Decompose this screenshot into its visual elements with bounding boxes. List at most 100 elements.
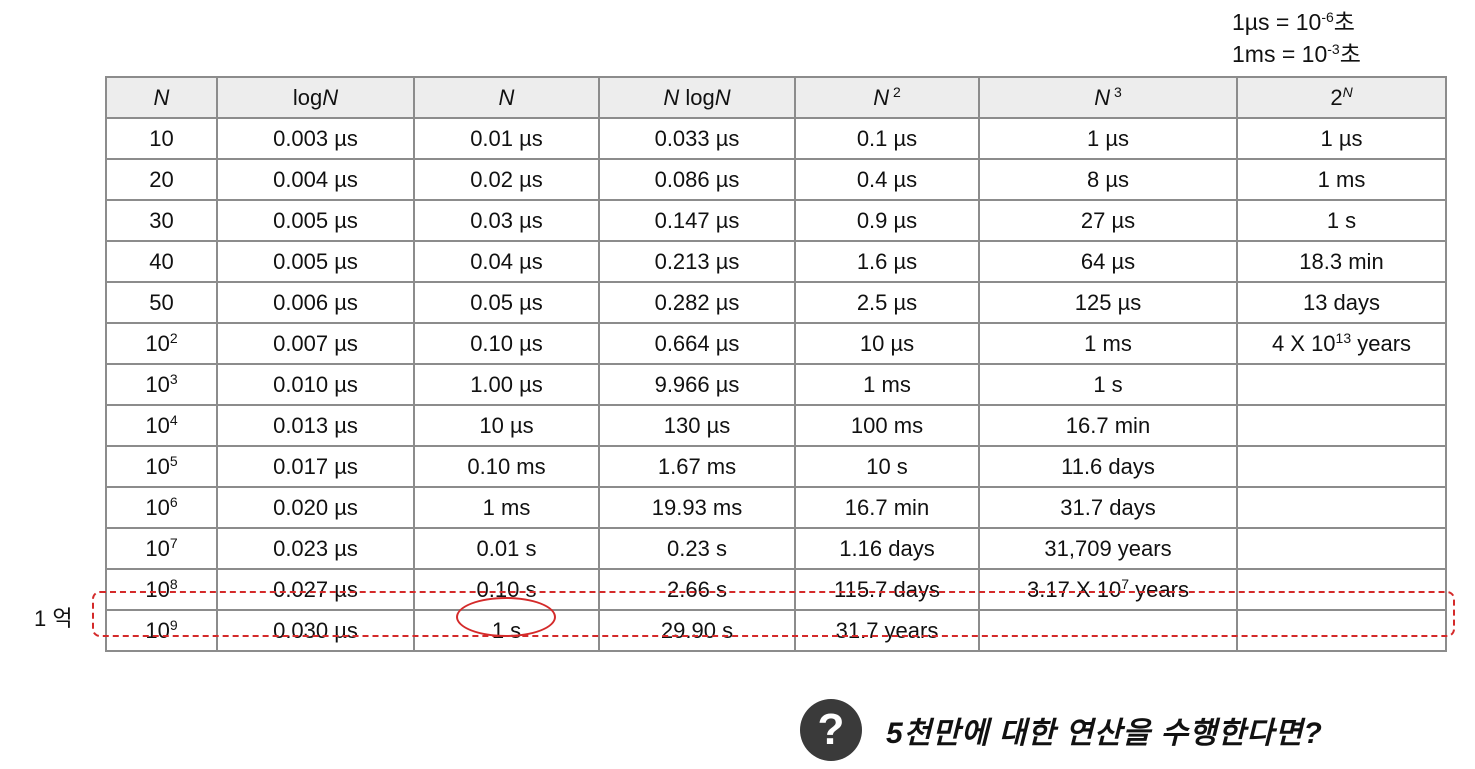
cell-n-cubed: 11.6 days — [978, 445, 1238, 488]
cell-log-n: 0.007 µs — [216, 322, 415, 365]
question-callout: ? 5천만에 대한 연산을 수행한다면? — [800, 698, 1323, 762]
cell-n-log-n: 29.90 s — [598, 609, 796, 652]
cell-n: 30 — [105, 199, 218, 242]
cell-linear-n: 0.05 µs — [413, 281, 600, 324]
cell-n: 109 — [105, 609, 218, 652]
cell-linear-n: 0.03 µs — [413, 199, 600, 242]
cell-n-cubed: 1 ms — [978, 322, 1238, 365]
cell-n: 20 — [105, 158, 218, 201]
cell-n-log-n: 0.664 µs — [598, 322, 796, 365]
cell-n-squared: 31.7 years — [794, 609, 980, 652]
cell-n-squared: 16.7 min — [794, 486, 980, 529]
cell-two-pow-n — [1236, 609, 1447, 652]
cell-log-n: 0.023 µs — [216, 527, 415, 570]
cell-n-log-n: 0.086 µs — [598, 158, 796, 201]
cell-n: 107 — [105, 527, 218, 570]
cell-n-log-n: 9.966 µs — [598, 363, 796, 406]
table-row: 30 0.005 µs 0.03 µs 0.147 µs 0.9 µs 27 µs 1 s — [105, 199, 1447, 242]
cell-linear-n: 0.02 µs — [413, 158, 600, 201]
table-row: 102 0.007 µs 0.10 µs 0.664 µs 10 µs 1 ms 4 X 1… — [105, 322, 1447, 365]
header-two-pow-n: 2N — [1236, 76, 1447, 119]
cell-n-cubed: 1 s — [978, 363, 1238, 406]
cell-log-n: 0.013 µs — [216, 404, 415, 447]
cell-linear-n: 0.10 ms — [413, 445, 600, 488]
cell-linear-n: 0.10 µs — [413, 322, 600, 365]
cell-linear-n: 1.00 µs — [413, 363, 600, 406]
legend-millisecond: 1ms = 10-3초 — [1232, 41, 1361, 67]
cell-log-n: 0.010 µs — [216, 363, 415, 406]
cell-n-cubed: 64 µs — [978, 240, 1238, 283]
cell-two-pow-n — [1236, 568, 1447, 611]
cell-n-log-n: 0.033 µs — [598, 117, 796, 160]
table-body: 10 0.003 µs 0.01 µs 0.033 µs 0.1 µs 1 µs 1 µs 2… — [105, 117, 1447, 652]
cell-n-cubed: 31,709 years — [978, 527, 1238, 570]
cell-n-squared: 1.16 days — [794, 527, 980, 570]
complexity-table: N logN N N logN N 2 N 3 2N 10 0.003 µs 0.0… — [105, 76, 1447, 652]
table-row: 20 0.004 µs 0.02 µs 0.086 µs 0.4 µs 8 µs 1 ms — [105, 158, 1447, 201]
cell-linear-n: 1 s — [413, 609, 600, 652]
cell-n: 10 — [105, 117, 218, 160]
cell-two-pow-n: 1 s — [1236, 199, 1447, 242]
header-n: N — [105, 76, 218, 119]
cell-n-squared: 1.6 µs — [794, 240, 980, 283]
cell-two-pow-n: 4 X 1013 years — [1236, 322, 1447, 365]
header-n-log-n: N logN — [598, 76, 796, 119]
cell-n: 106 — [105, 486, 218, 529]
cell-linear-n: 0.10 s — [413, 568, 600, 611]
cell-linear-n: 10 µs — [413, 404, 600, 447]
cell-n-cubed: 16.7 min — [978, 404, 1238, 447]
cell-n-squared: 0.9 µs — [794, 199, 980, 242]
cell-n-squared: 2.5 µs — [794, 281, 980, 324]
cell-n-squared: 100 ms — [794, 404, 980, 447]
table-row: 40 0.005 µs 0.04 µs 0.213 µs 1.6 µs 64 µs 18.3… — [105, 240, 1447, 283]
table-row: 50 0.006 µs 0.05 µs 0.282 µs 2.5 µs 125 µs 13 … — [105, 281, 1447, 324]
table-row: 105 0.017 µs 0.10 ms 1.67 ms 10 s 11.6 days — [105, 445, 1447, 488]
cell-n: 50 — [105, 281, 218, 324]
cell-n: 102 — [105, 322, 218, 365]
table-row: 104 0.013 µs 10 µs 130 µs 100 ms 16.7 min — [105, 404, 1447, 447]
cell-two-pow-n — [1236, 445, 1447, 488]
cell-n-squared: 0.1 µs — [794, 117, 980, 160]
cell-n-cubed: 3.17 X 107 years — [978, 568, 1238, 611]
cell-linear-n: 1 ms — [413, 486, 600, 529]
cell-log-n: 0.006 µs — [216, 281, 415, 324]
cell-linear-n: 0.01 s — [413, 527, 600, 570]
header-linear-n: N — [413, 76, 600, 119]
table-row: 108 0.027 µs 0.10 s 2.66 s 115.7 days 3.17 X … — [105, 568, 1447, 611]
cell-n-cubed: 125 µs — [978, 281, 1238, 324]
cell-n-squared: 10 s — [794, 445, 980, 488]
cell-n: 103 — [105, 363, 218, 406]
cell-n-cubed: 1 µs — [978, 117, 1238, 160]
table-row: 109 0.030 µs 1 s 29.90 s 31.7 years — [105, 609, 1447, 652]
cell-n: 104 — [105, 404, 218, 447]
cell-n-log-n: 0.213 µs — [598, 240, 796, 283]
cell-n-log-n: 0.147 µs — [598, 199, 796, 242]
cell-n-log-n: 0.23 s — [598, 527, 796, 570]
cell-n: 108 — [105, 568, 218, 611]
cell-log-n: 0.020 µs — [216, 486, 415, 529]
cell-n-squared: 115.7 days — [794, 568, 980, 611]
cell-n-squared: 1 ms — [794, 363, 980, 406]
legend-microsecond: 1µs = 10-6초 — [1232, 9, 1355, 35]
cell-log-n: 0.027 µs — [216, 568, 415, 611]
table-row: 103 0.010 µs 1.00 µs 9.966 µs 1 ms 1 s — [105, 363, 1447, 406]
cell-log-n: 0.017 µs — [216, 445, 415, 488]
cell-n-log-n: 130 µs — [598, 404, 796, 447]
table-row: 107 0.023 µs 0.01 s 0.23 s 1.16 days 31,709 y… — [105, 527, 1447, 570]
cell-n-log-n: 0.282 µs — [598, 281, 796, 324]
cell-n-cubed: 8 µs — [978, 158, 1238, 201]
header-n-cubed: N 3 — [978, 76, 1238, 119]
cell-two-pow-n: 13 days — [1236, 281, 1447, 324]
cell-n-log-n: 1.67 ms — [598, 445, 796, 488]
table-row: 10 0.003 µs 0.01 µs 0.033 µs 0.1 µs 1 µs 1 µs — [105, 117, 1447, 160]
cell-two-pow-n — [1236, 363, 1447, 406]
cell-two-pow-n: 18.3 min — [1236, 240, 1447, 283]
unit-legend: 1µs = 10-6초 1ms = 10-3초 — [1232, 6, 1361, 70]
cell-log-n: 0.004 µs — [216, 158, 415, 201]
cell-log-n: 0.005 µs — [216, 199, 415, 242]
cell-n-cubed — [978, 609, 1238, 652]
cell-n-squared: 10 µs — [794, 322, 980, 365]
header-n-squared: N 2 — [794, 76, 980, 119]
cell-n: 105 — [105, 445, 218, 488]
cell-log-n: 0.030 µs — [216, 609, 415, 652]
